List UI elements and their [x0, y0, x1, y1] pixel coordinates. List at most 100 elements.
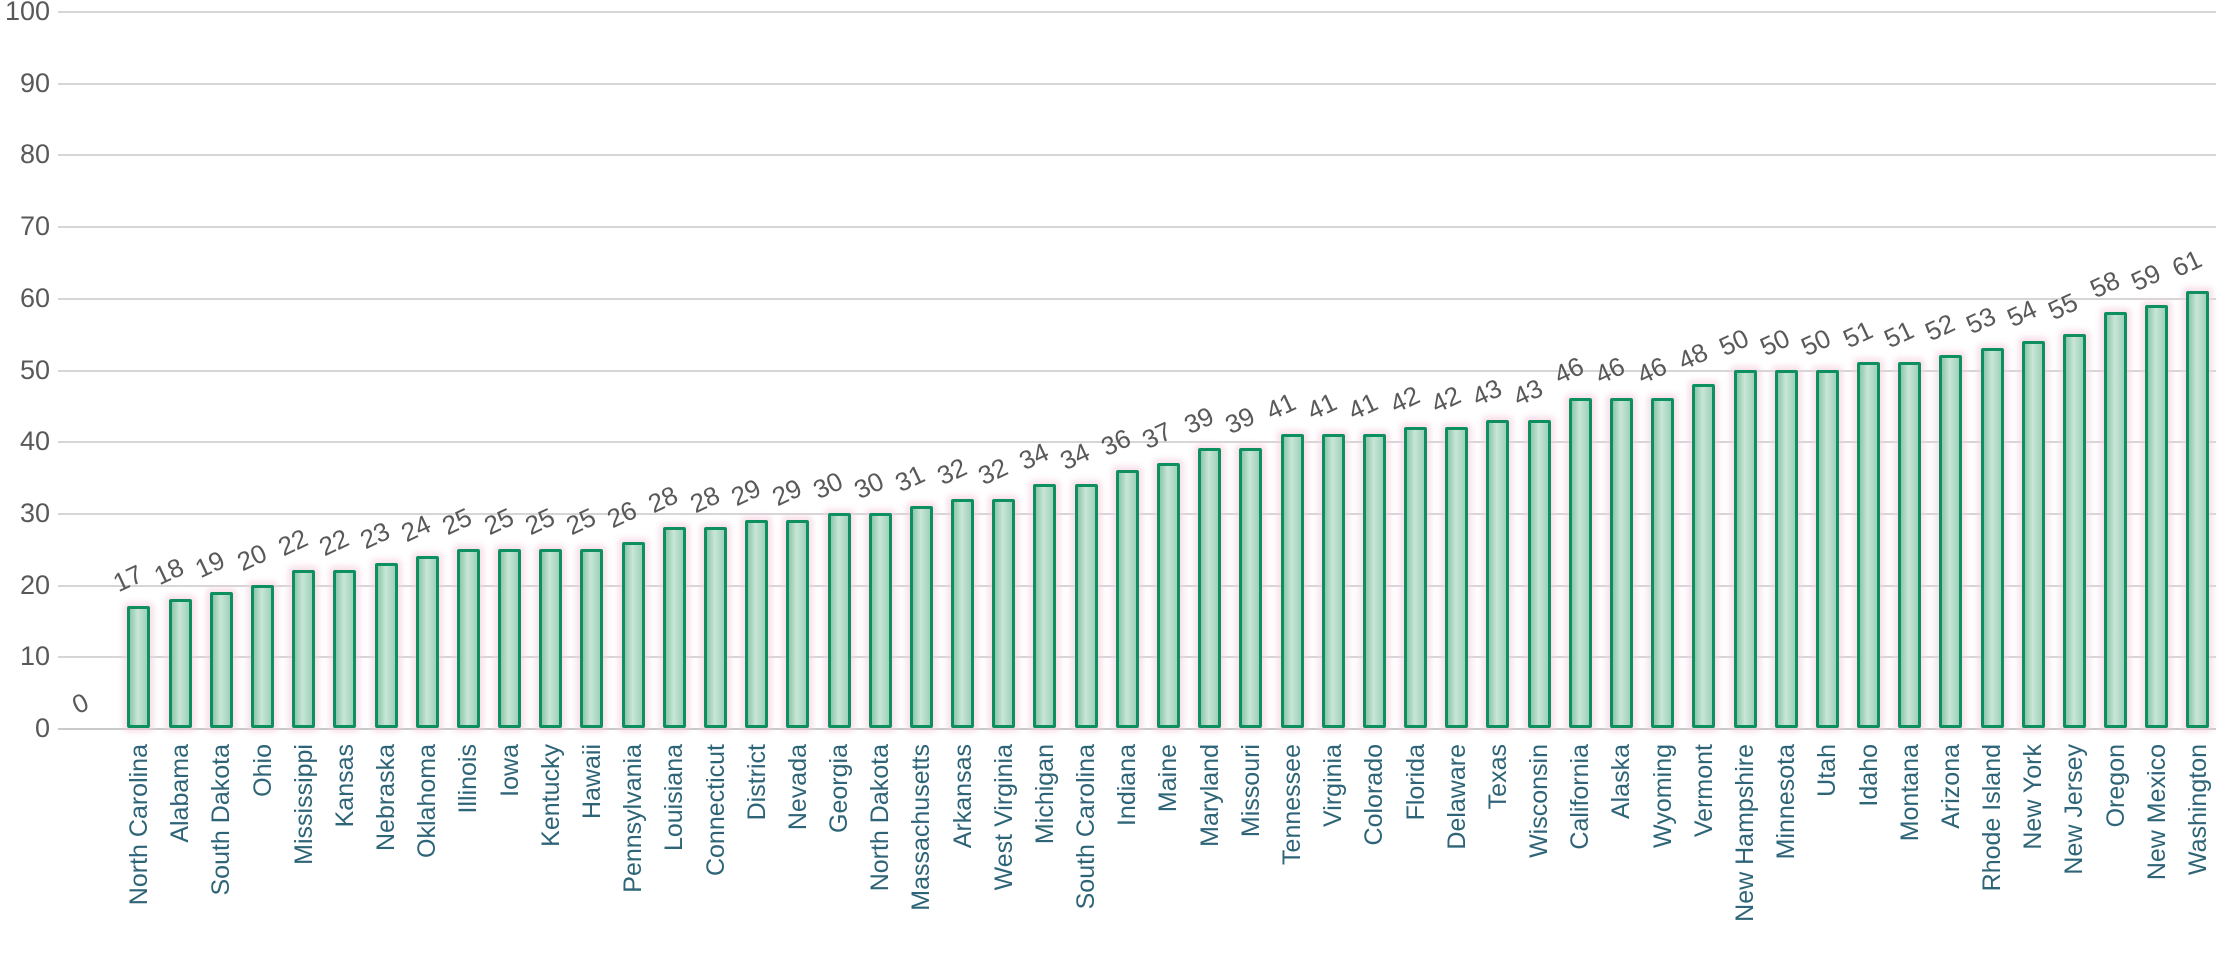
bar-value-label: 30: [849, 465, 889, 505]
y-axis-tick-label: 0: [34, 713, 50, 743]
x-axis-category-label: Washington: [2183, 744, 2212, 876]
bar: [2186, 290, 2210, 728]
bar-value-label: 50: [1755, 322, 1795, 362]
gridline: [58, 369, 2216, 372]
bar-value-label: 42: [1384, 379, 1424, 419]
y-axis-tick-label: 60: [19, 282, 50, 313]
bar: [1321, 434, 1345, 728]
x-axis-category-label: Iowa: [495, 744, 524, 797]
x-axis-category-label: Indiana: [1113, 744, 1142, 827]
bar: [992, 498, 1016, 728]
x-axis-category-label: Illinois: [454, 744, 483, 814]
x-axis-category-label: New York: [2019, 744, 2048, 850]
bar-value-label: 46: [1590, 350, 1630, 391]
x-axis-category-label: Idaho: [1854, 744, 1883, 807]
x-axis-category-label: South Carolina: [1072, 744, 1101, 910]
bar-value-label: 25: [478, 501, 518, 541]
x-axis-category-label: Texas: [1483, 744, 1512, 810]
x-axis-category-label: New Hampshire: [1731, 744, 1759, 922]
gridline: [58, 11, 2216, 13]
bar-value-label: 53: [1961, 300, 2001, 340]
x-axis-category-label: Nevada: [783, 744, 812, 831]
x-axis-category-label: Wisconsin: [1525, 744, 1554, 858]
bar: [168, 598, 192, 728]
bar-value-label: 39: [1178, 400, 1218, 441]
x-axis-category-label: Hawaii: [577, 744, 606, 820]
bar-value-label: 46: [1549, 350, 1589, 391]
bar-value-label: 36: [1096, 422, 1136, 462]
bar-value-label: 20: [231, 537, 271, 577]
bar: [1568, 398, 1592, 728]
bar: [1939, 355, 1963, 728]
x-axis-category-label: Connecticut: [701, 744, 730, 877]
bar: [1774, 369, 1798, 728]
bar-value-label: 43: [1508, 372, 1548, 412]
bar: [1198, 448, 1222, 728]
bar-value-label: 26: [602, 494, 642, 534]
gridline: [58, 297, 2216, 300]
x-axis-category-label: Oregon: [2101, 744, 2130, 828]
bar: [2062, 333, 2086, 728]
x-axis-category-label: District: [742, 744, 771, 821]
x-axis-category-label: Florida: [1401, 744, 1430, 821]
bar: [374, 563, 398, 728]
bar: [580, 548, 604, 728]
bar: [951, 498, 975, 728]
bar: [1733, 369, 1757, 728]
bar: [1074, 484, 1098, 728]
bar: [1527, 419, 1551, 728]
bar-value-label: 52: [1920, 307, 1960, 348]
bar-value-label: 50: [1796, 322, 1836, 362]
x-axis-category-label: Maine: [1154, 744, 1183, 813]
y-axis-tick-label: 50: [19, 354, 50, 385]
bar: [786, 520, 810, 728]
x-axis-category-label: Virginia: [1319, 744, 1348, 827]
bar: [1239, 448, 1263, 728]
bar-value-label: 25: [561, 501, 601, 541]
bar: [539, 548, 563, 728]
x-axis-category-label: Colorado: [1360, 744, 1389, 846]
bar-value-label: 29: [767, 472, 807, 513]
bar-value-label: 22: [314, 522, 354, 563]
x-axis-category-label: Vermont: [1689, 744, 1718, 838]
bar: [333, 570, 357, 728]
bar: [1362, 434, 1386, 728]
y-axis-tick-label: 100: [4, 0, 50, 26]
bar: [621, 541, 645, 728]
bar: [745, 520, 769, 728]
bar: [1404, 426, 1428, 728]
bar-value-label: 17: [108, 558, 148, 599]
x-axis-category-label: Mississippi: [289, 744, 318, 865]
bar: [456, 548, 480, 728]
bar: [1980, 347, 2004, 728]
y-axis-tick-label: 80: [19, 139, 50, 170]
y-axis-tick-label: 90: [19, 67, 50, 98]
bar: [868, 512, 892, 728]
x-axis-category-label: Massachusetts: [907, 744, 936, 911]
x-axis-category-label: Alaska: [1607, 744, 1636, 820]
y-axis-tick-label: 40: [19, 426, 50, 457]
bar-value-label: 39: [1220, 400, 1260, 441]
bar-value-label: 29: [725, 472, 765, 513]
bar-value-label: 41: [1261, 386, 1301, 427]
bar-value-label: 23: [355, 515, 395, 556]
bar: [1609, 398, 1633, 728]
bar-value-label: 31: [890, 458, 930, 498]
bar-value-label: 25: [520, 501, 559, 541]
y-axis-tick-label: 20: [19, 569, 50, 600]
bar: [292, 570, 316, 728]
bar: [662, 527, 686, 728]
bar-value-label: 41: [1302, 386, 1342, 427]
bar-value-label: 30: [808, 465, 848, 505]
bar: [1033, 484, 1057, 728]
x-axis-category-label: Ohio: [248, 744, 277, 797]
x-axis-category-label: Utah: [1813, 744, 1842, 797]
x-axis-category-label: Maryland: [1195, 744, 1224, 847]
bar-value-label: 32: [931, 451, 971, 491]
bar-value-label: 19: [190, 544, 230, 584]
x-axis-category-label: Minnesota: [1772, 744, 1801, 860]
bar: [1692, 383, 1716, 728]
bar: [415, 555, 439, 728]
x-axis-category-label: Kansas: [330, 744, 359, 828]
x-axis-category-label: West Virginia: [989, 744, 1018, 891]
